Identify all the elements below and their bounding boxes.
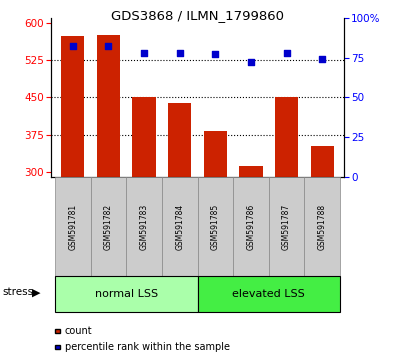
Text: GSM591784: GSM591784 [175,204,184,250]
Text: ▶: ▶ [32,288,41,298]
FancyBboxPatch shape [55,276,198,312]
Point [141,50,147,56]
FancyBboxPatch shape [126,177,162,276]
Text: elevated LSS: elevated LSS [232,289,305,299]
Text: count: count [65,326,92,336]
FancyBboxPatch shape [198,177,233,276]
Text: GDS3868 / ILMN_1799860: GDS3868 / ILMN_1799860 [111,9,284,22]
Point [319,56,325,62]
Text: GSM591783: GSM591783 [139,204,149,250]
Point [248,59,254,65]
Bar [239,166,263,321]
Bar [97,35,120,321]
FancyBboxPatch shape [162,177,198,276]
FancyBboxPatch shape [198,276,340,312]
Text: GSM591782: GSM591782 [104,204,113,250]
Bar [168,103,191,321]
Point [105,44,111,49]
Text: normal LSS: normal LSS [95,289,158,299]
Text: GSM591785: GSM591785 [211,204,220,250]
FancyBboxPatch shape [305,177,340,276]
FancyBboxPatch shape [90,177,126,276]
Bar [61,36,84,321]
Text: percentile rank within the sample: percentile rank within the sample [65,342,230,352]
Text: GSM591788: GSM591788 [318,204,327,250]
Text: GSM591781: GSM591781 [68,204,77,250]
Bar [132,97,156,321]
Point [177,50,183,56]
Bar [204,131,227,321]
Bar [275,97,298,321]
Text: GSM591786: GSM591786 [246,204,256,250]
FancyBboxPatch shape [269,177,305,276]
Text: stress: stress [2,287,33,297]
Point [284,50,290,56]
Point [212,51,218,57]
FancyBboxPatch shape [233,177,269,276]
FancyBboxPatch shape [55,177,90,276]
Text: GSM591787: GSM591787 [282,204,291,250]
Point [70,44,76,49]
Bar [311,146,334,321]
